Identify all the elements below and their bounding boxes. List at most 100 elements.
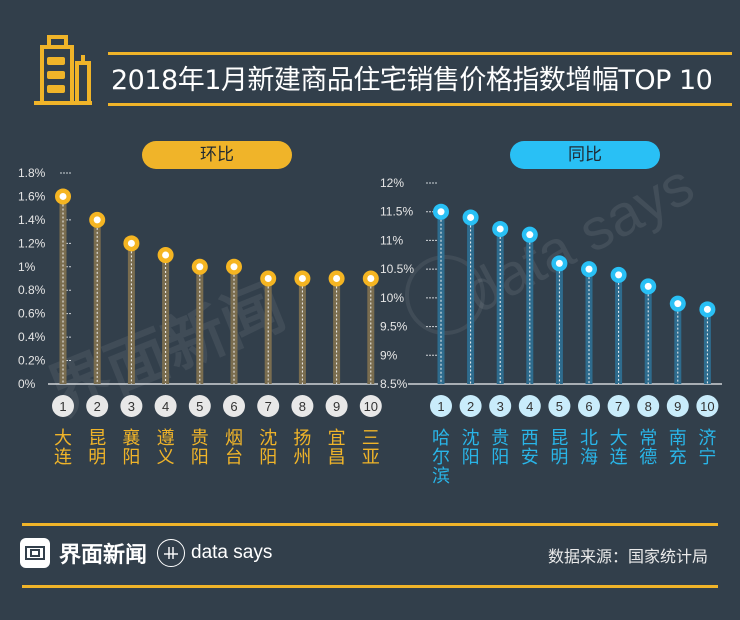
- category-label: 烟: [225, 428, 243, 449]
- lollipop-head-center: [585, 265, 593, 273]
- datasays-label: data says: [191, 542, 273, 563]
- category-label: 阳: [259, 447, 277, 468]
- rank-number: 2: [94, 399, 101, 414]
- lollipop-head-center: [467, 213, 475, 221]
- rank-number: 6: [230, 399, 237, 414]
- category-label: 南: [669, 428, 687, 449]
- lollipop-stem: [230, 266, 238, 384]
- category-label: 贵: [191, 428, 209, 449]
- rank-badge: [188, 395, 211, 417]
- chart-title-tongbi: 同比: [510, 141, 660, 169]
- category-label: 沈: [259, 428, 277, 449]
- category-label: 阳: [191, 447, 209, 468]
- rank-number: 9: [674, 399, 681, 414]
- lollipop-head-center: [615, 271, 623, 279]
- category-label: 亚: [362, 447, 380, 468]
- category-label: 尔: [432, 447, 450, 468]
- rank-badge: [52, 395, 74, 417]
- category-label: 北: [580, 428, 598, 449]
- y-tick-label: 0%: [18, 377, 36, 391]
- y-tick-label: 0.6%: [18, 307, 46, 321]
- category-label: 连: [54, 447, 72, 468]
- category-label: 济: [698, 428, 716, 449]
- category-label: 昆: [88, 428, 106, 449]
- rank-number: 4: [526, 399, 533, 414]
- y-tick-label: 1.6%: [18, 189, 46, 203]
- rank-badge: [578, 395, 600, 417]
- rank-badge: [430, 395, 452, 417]
- rank-badge: [696, 395, 719, 417]
- category-label: 义: [157, 447, 175, 468]
- category-label: 阳: [122, 447, 140, 468]
- lollipop-head-center: [437, 208, 445, 216]
- rank-badge: [548, 395, 571, 417]
- lollipop-head-center: [196, 263, 204, 271]
- category-label: 常: [639, 428, 657, 449]
- lollipop-stem: [196, 266, 204, 384]
- rank-badge: [359, 395, 382, 417]
- category-label: 州: [293, 447, 311, 468]
- rank-number: 8: [645, 399, 652, 414]
- title-rule-top: [108, 52, 732, 55]
- category-label: 滨: [432, 466, 450, 487]
- rank-number: 8: [299, 399, 306, 414]
- title-rule-bottom: [108, 103, 732, 106]
- category-label: 明: [88, 447, 106, 468]
- category-label: 阳: [462, 447, 480, 468]
- y-tick-label: 12%: [380, 176, 404, 190]
- rank-badge: [666, 395, 689, 417]
- lollipop-head-center: [127, 239, 135, 247]
- rank-badge: [223, 395, 245, 417]
- footer-brand: 界面新闻 data says: [20, 535, 272, 571]
- lollipop-head-center: [703, 305, 711, 313]
- y-tick-label: 9.5%: [380, 320, 408, 334]
- category-label: 昆: [550, 428, 568, 449]
- rank-number: 7: [615, 399, 622, 414]
- rank-number: 5: [556, 399, 563, 414]
- lollipop-head-center: [496, 225, 504, 233]
- category-label: 连: [610, 447, 628, 468]
- lollipop-head-center: [59, 192, 67, 200]
- y-tick-label: 10%: [380, 291, 404, 305]
- category-label: 贵: [491, 428, 509, 449]
- category-label: 明: [550, 447, 568, 468]
- category-label: 大: [54, 428, 72, 449]
- lollipop-head-center: [230, 263, 238, 271]
- rank-number: 1: [437, 399, 444, 414]
- category-label: 三: [362, 428, 380, 449]
- y-tick-label: 11%: [380, 233, 403, 247]
- rank-number: 2: [467, 399, 474, 414]
- y-tick-label: 1%: [18, 260, 36, 274]
- rank-number: 10: [364, 399, 378, 414]
- y-tick-label: 0.2%: [18, 354, 46, 368]
- category-label: 安: [521, 447, 539, 468]
- y-tick-label: 9%: [380, 348, 398, 362]
- category-label: 沈: [462, 428, 480, 449]
- category-label: 哈: [432, 428, 450, 449]
- category-label: 大: [610, 428, 628, 449]
- rank-badge: [86, 395, 109, 417]
- category-label: 阳: [491, 447, 509, 468]
- y-tick-label: 1.2%: [18, 236, 46, 250]
- jiemian-logo-icon: [20, 538, 50, 568]
- page-title: 2018年1月新建商品住宅销售价格指数增幅TOP 10: [111, 65, 713, 96]
- y-tick-label: 0.4%: [18, 330, 46, 344]
- lollipop-stem: [437, 211, 445, 384]
- category-label: 充: [669, 447, 687, 468]
- data-source: 数据来源：国家统计局: [547, 547, 708, 566]
- rank-badge: [518, 395, 541, 417]
- y-tick-label: 1.8%: [18, 166, 46, 180]
- footer-rule-bottom: [22, 585, 718, 588]
- category-label: 西: [521, 428, 539, 449]
- y-tick-label: 11.5%: [380, 205, 413, 219]
- rank-badge: [607, 395, 630, 417]
- rank-badge: [637, 395, 660, 417]
- category-label: 昌: [328, 447, 346, 468]
- lollipop-stem: [93, 219, 101, 384]
- lollipop-head-center: [644, 282, 652, 290]
- chart-title-huanbi: 环比: [142, 141, 292, 169]
- rank-number: 7: [265, 399, 272, 414]
- rank-badge: [489, 395, 512, 417]
- rank-number: 4: [162, 399, 169, 414]
